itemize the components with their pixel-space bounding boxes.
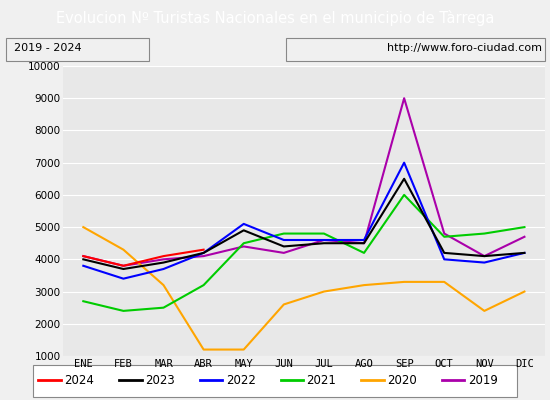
Text: 2019: 2019 [468, 374, 498, 386]
Bar [33, 365, 517, 397]
Text: 2019 - 2024: 2019 - 2024 [14, 44, 81, 54]
Text: 2022: 2022 [226, 374, 256, 386]
Text: 2021: 2021 [306, 374, 336, 386]
Text: 2020: 2020 [387, 374, 417, 386]
Text: http://www.foro-ciudad.com: http://www.foro-ciudad.com [387, 44, 542, 54]
Text: 2023: 2023 [145, 374, 175, 386]
Bar [286, 38, 544, 61]
Bar [6, 38, 148, 61]
Text: Evolucion Nº Turistas Nacionales en el municipio de Tàrrega: Evolucion Nº Turistas Nacionales en el m… [56, 10, 494, 26]
Text: 2024: 2024 [64, 374, 94, 386]
